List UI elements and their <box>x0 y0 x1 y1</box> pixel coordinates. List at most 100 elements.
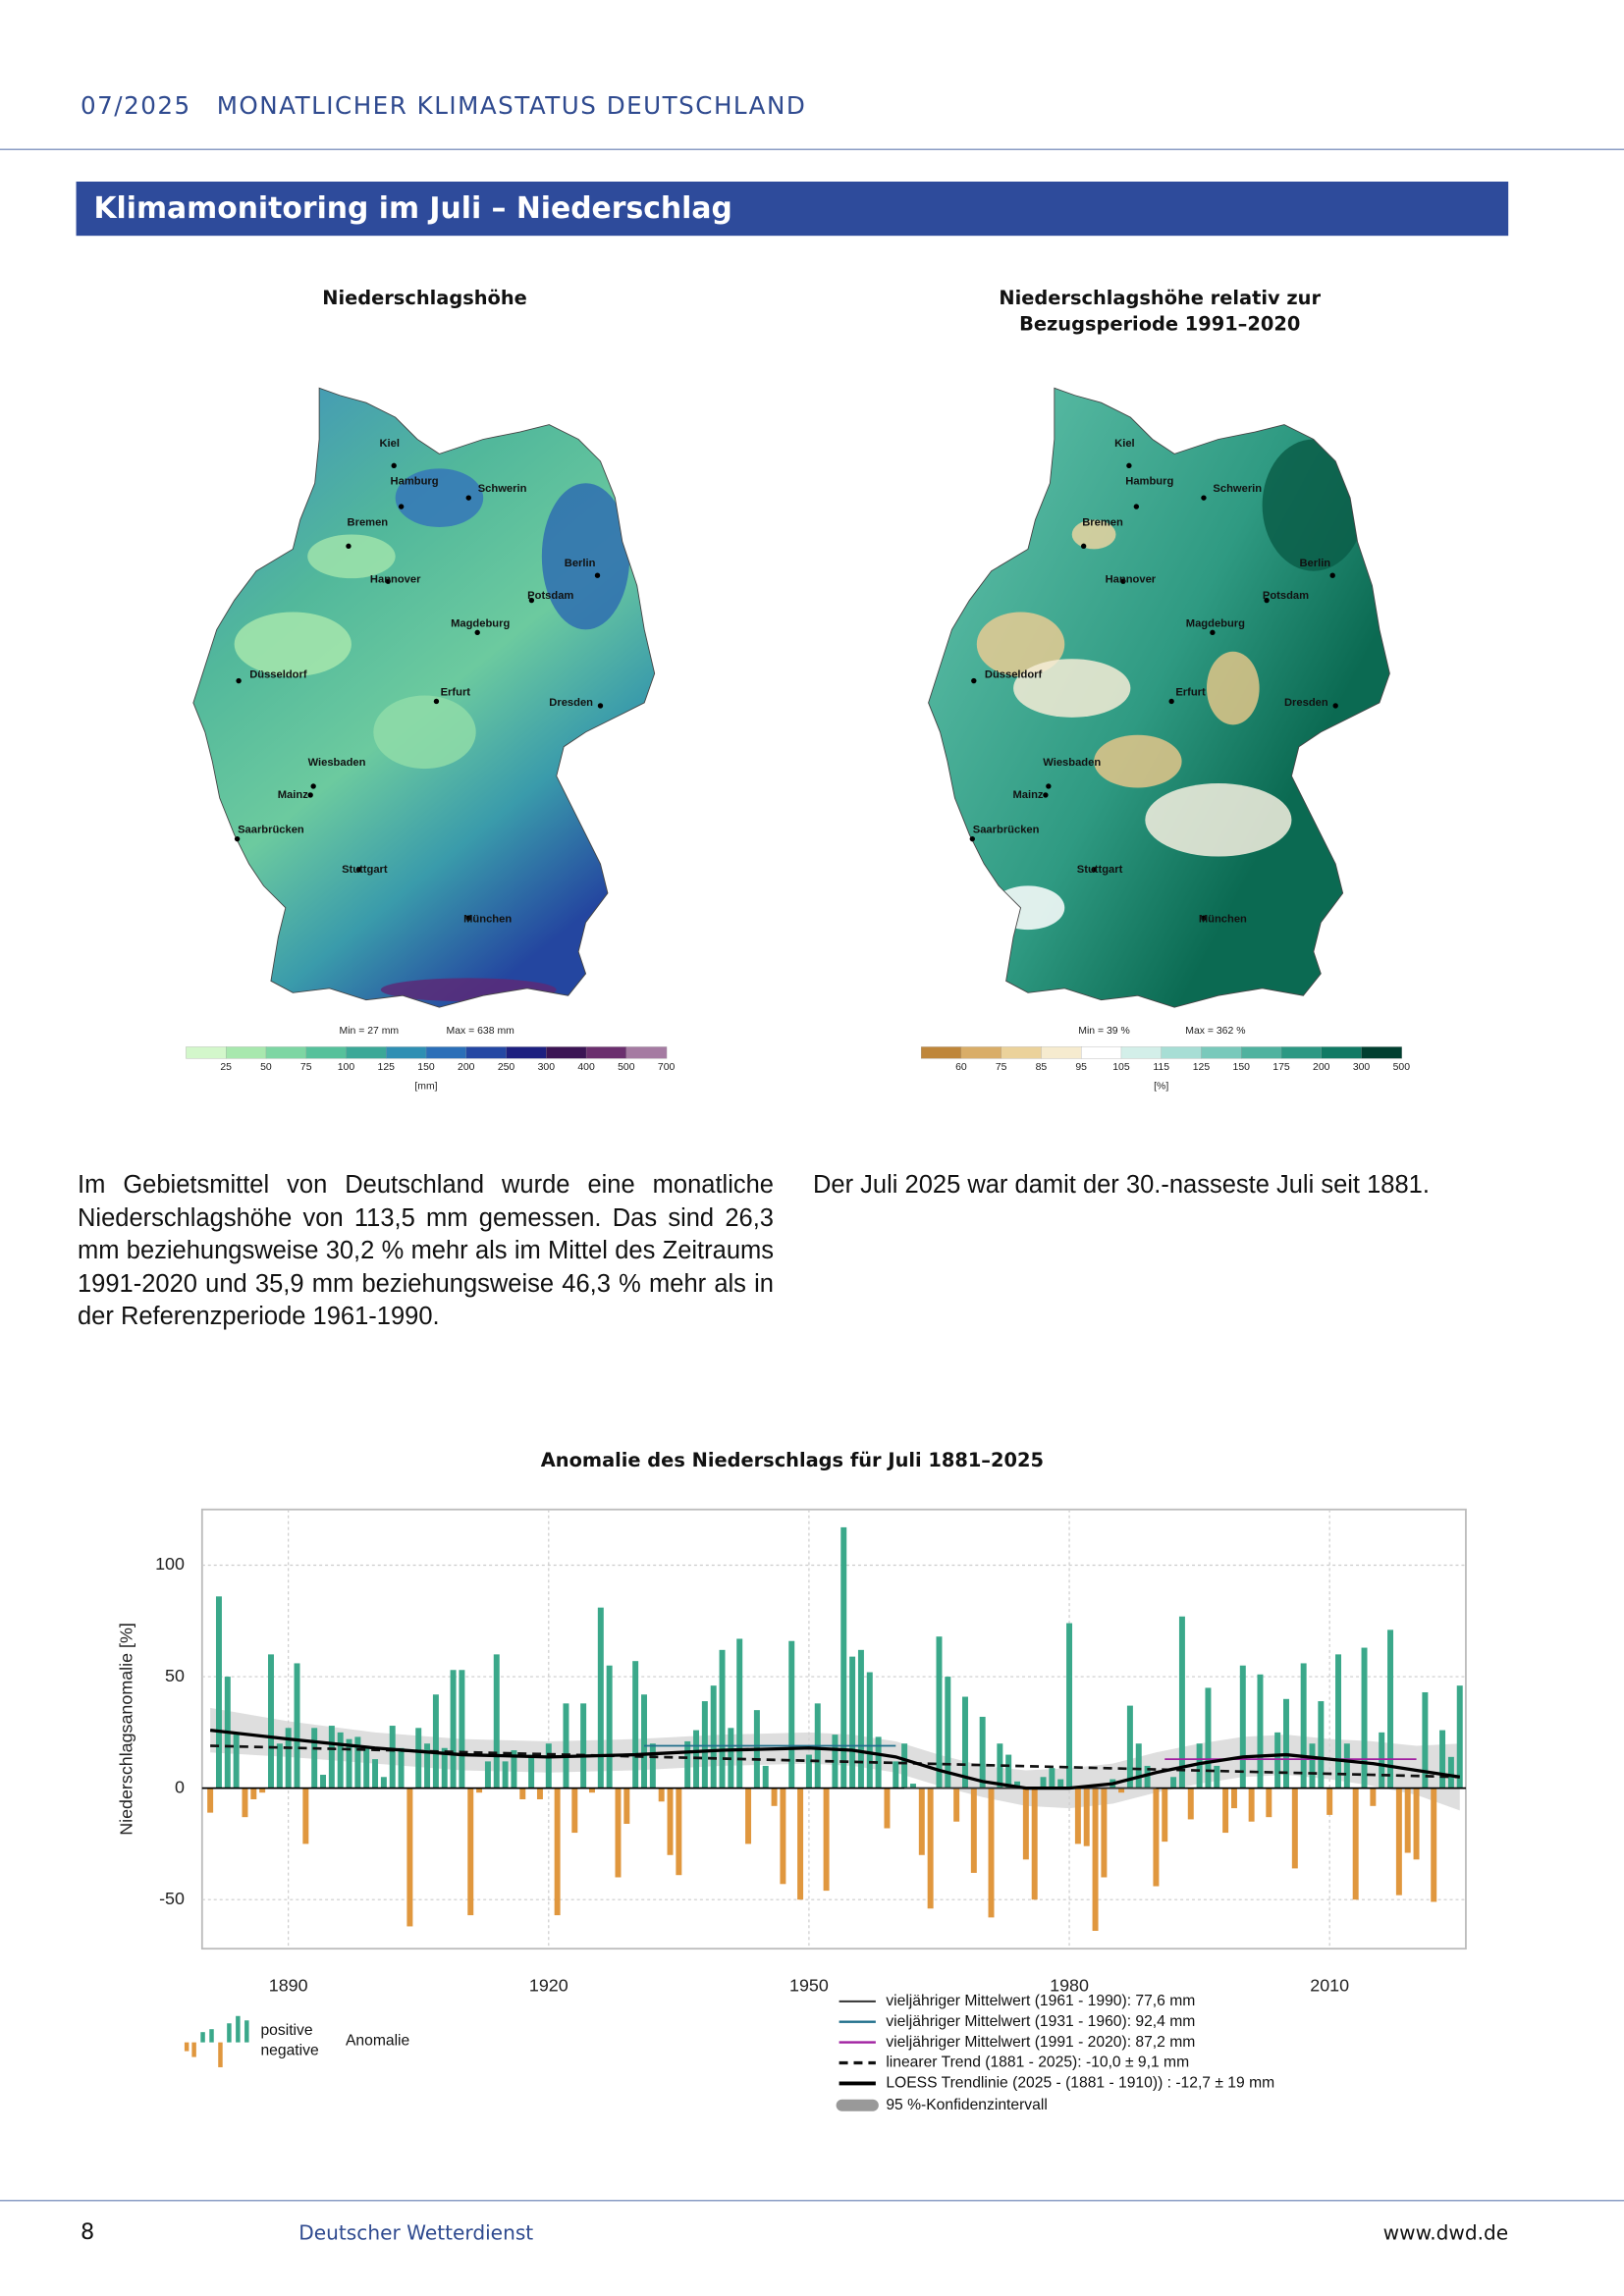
bar <box>250 1788 257 1799</box>
bar <box>901 1743 908 1789</box>
colorbar-tick: 200 <box>1313 1062 1330 1073</box>
city-dot <box>474 629 480 636</box>
section-title: Klimamonitoring im Juli – Niederschlag <box>93 191 731 226</box>
map-border <box>192 387 656 1008</box>
city-dot <box>1133 504 1140 509</box>
bar <box>285 1728 292 1789</box>
city-label: Wiesbaden <box>308 757 366 769</box>
bar <box>320 1775 326 1789</box>
bar <box>970 1788 977 1873</box>
bar <box>1239 1665 1246 1789</box>
colorbar-box <box>1120 1046 1163 1059</box>
city-label: Erfurt <box>1175 686 1206 698</box>
legend-title: Anomalie <box>346 2032 410 2049</box>
bar <box>857 1649 864 1789</box>
icon-bar <box>244 2020 249 2043</box>
header-issue: 07/2025 <box>81 91 191 120</box>
icon-bar <box>184 2042 189 2052</box>
city-dot <box>236 677 242 684</box>
bar <box>1031 1788 1038 1900</box>
url: www.dwd.de <box>1383 2220 1509 2244</box>
colorbar-tick: 300 <box>1353 1062 1371 1073</box>
colorbar-box <box>186 1046 227 1059</box>
city-dot <box>1126 462 1132 469</box>
bar <box>1074 1788 1081 1844</box>
bar <box>311 1728 318 1789</box>
city-label: Magdeburg <box>1186 617 1245 629</box>
legend-label: linearer Trend (1881 - 2025): -10,0 ± 9,… <box>886 2055 1189 2071</box>
bar <box>780 1788 786 1885</box>
city-label: Saarbrücken <box>238 825 304 836</box>
map-patch <box>395 468 484 527</box>
bar <box>606 1665 613 1789</box>
x-tick-label: 1950 <box>789 1976 829 1996</box>
bar <box>268 1654 274 1789</box>
bar <box>1326 1788 1333 1815</box>
bar <box>762 1765 769 1789</box>
bar <box>1447 1756 1454 1789</box>
chart: Anomalie des Niederschlags für Juli 1881… <box>116 1449 1467 2113</box>
colorbar-box <box>1321 1046 1363 1059</box>
colorbar-tick: 500 <box>1393 1062 1411 1073</box>
bar <box>979 1716 986 1789</box>
bar <box>511 1750 517 1789</box>
bar <box>554 1788 561 1916</box>
bar <box>215 1596 222 1789</box>
bar <box>502 1761 509 1789</box>
bar <box>1230 1788 1237 1809</box>
bar <box>1178 1616 1185 1789</box>
colorbar-unit: [mm] <box>414 1081 437 1092</box>
city-dot <box>307 792 313 798</box>
bar <box>632 1661 639 1789</box>
icon-bar <box>200 2032 205 2043</box>
bar <box>563 1703 569 1789</box>
colorbar-tick: 500 <box>618 1062 635 1073</box>
icon-bar <box>236 2015 241 2043</box>
city-label: Berlin <box>1299 558 1330 569</box>
legend-icon <box>184 2015 249 2067</box>
bar <box>1343 1743 1350 1789</box>
map-patch <box>1071 519 1116 550</box>
bar <box>823 1788 830 1892</box>
bar <box>519 1788 526 1799</box>
bar <box>398 1747 405 1789</box>
bar <box>484 1761 491 1789</box>
colorbar-box <box>265 1046 307 1059</box>
map-patches <box>976 439 1366 931</box>
bar <box>363 1745 370 1789</box>
city-label: Bremen <box>1082 516 1123 528</box>
colorbar-tick: 700 <box>658 1062 676 1073</box>
bar <box>580 1703 587 1789</box>
bar <box>805 1754 812 1789</box>
bar <box>997 1743 1003 1789</box>
city-label: München <box>463 914 512 926</box>
bar <box>528 1754 535 1789</box>
bar <box>1274 1732 1281 1789</box>
bar <box>1266 1788 1272 1818</box>
colorbar-box <box>1041 1046 1082 1059</box>
map-patch <box>1145 782 1292 857</box>
city-label: Hamburg <box>1125 476 1173 488</box>
bar <box>380 1777 387 1789</box>
city-label: Dresden <box>549 697 593 709</box>
bar <box>1283 1698 1289 1789</box>
bar <box>337 1732 344 1789</box>
bar <box>536 1788 543 1799</box>
bar <box>1126 1705 1133 1789</box>
bar <box>1257 1674 1264 1789</box>
city-dot <box>465 915 471 921</box>
legend-label: 95 %-Konfidenzintervall <box>886 2097 1047 2113</box>
map-patch <box>1262 439 1366 571</box>
colorbar-tick: 25 <box>220 1062 232 1073</box>
bar <box>1352 1788 1359 1900</box>
bar <box>1309 1743 1316 1789</box>
city-label: Hannover <box>1106 574 1157 586</box>
bar <box>328 1726 335 1789</box>
city-dot <box>1120 578 1126 584</box>
city-dot <box>1091 867 1097 873</box>
publisher: Deutscher Wetterdienst <box>298 2220 533 2244</box>
y-axis-label: Niederschlagsanomalie [%] <box>116 1623 135 1836</box>
colorbar-tick: 125 <box>378 1062 396 1073</box>
bar <box>641 1694 647 1789</box>
map-patch <box>991 885 1065 931</box>
